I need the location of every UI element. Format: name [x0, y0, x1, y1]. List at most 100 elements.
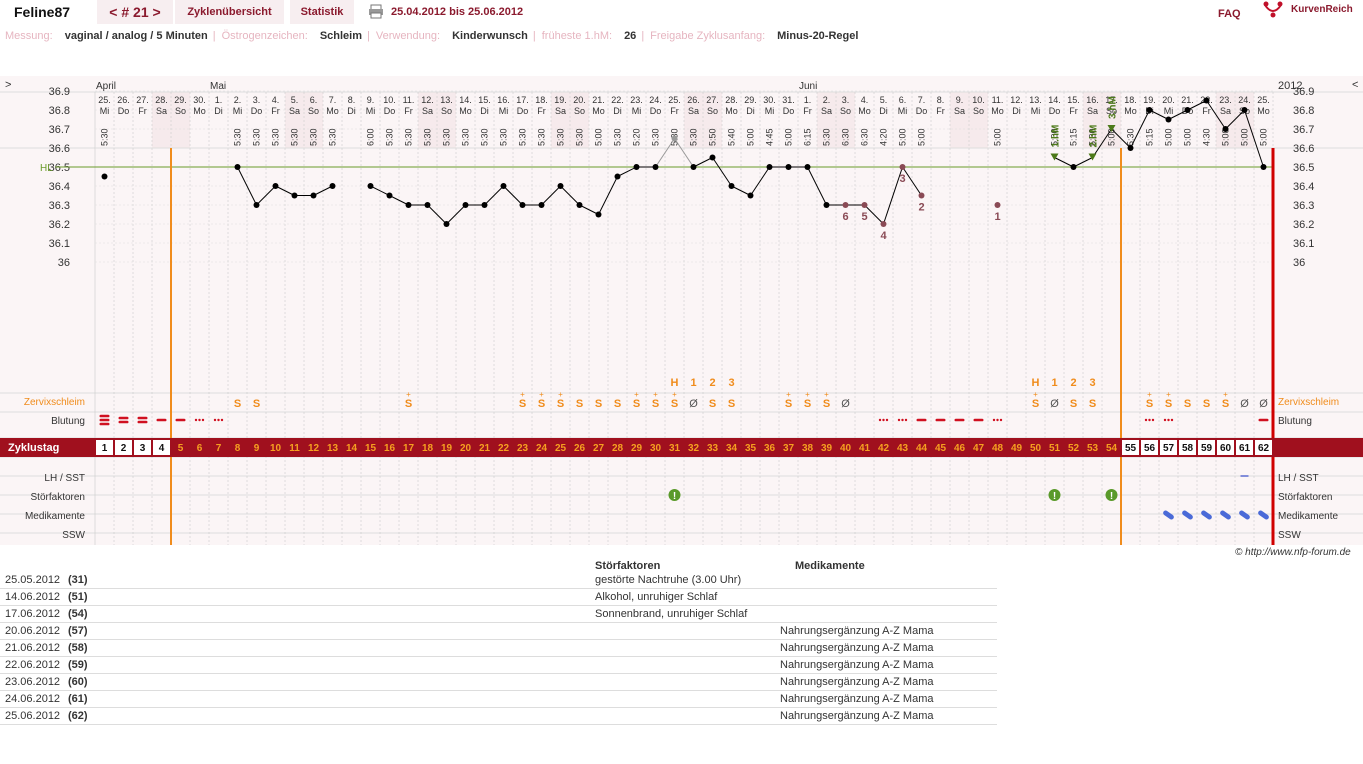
time-label: 5:00: [746, 128, 756, 146]
cervix-area-background: [0, 393, 1363, 438]
notes-date: 14.06.2012: [5, 591, 61, 603]
cycle-day-cell: [1027, 440, 1044, 455]
date-label: 29.: [744, 95, 757, 105]
bleeding-spot: [882, 418, 885, 422]
bleeding-spot: [1151, 418, 1155, 422]
weekend-shade: [437, 92, 456, 148]
cycle-day-cell: [647, 440, 664, 455]
cervix-plus: +: [1033, 390, 1038, 399]
print-icon[interactable]: [368, 4, 384, 19]
temperature-segment: [313, 185, 333, 196]
lower-rows-background: [0, 457, 1363, 545]
temperature-point: [272, 183, 279, 189]
cycle-day-cell: [419, 440, 436, 455]
pill-icon: [1239, 510, 1250, 520]
weekday-label: Sa: [954, 106, 965, 116]
cycle-day-number: 34: [726, 443, 738, 454]
notes-date: 25.06.2012: [5, 710, 61, 722]
bleeding-spot: [1163, 418, 1167, 422]
cycle-navigation[interactable]: < # 21 >: [97, 0, 173, 24]
hm-label: 2.hM: [1089, 125, 1100, 148]
time-label: 5:50: [708, 128, 718, 146]
bleeding-mark: [973, 418, 984, 422]
bleeding-mark: [118, 416, 129, 420]
time-label: 5:30: [290, 128, 300, 146]
temperature-area-background: [0, 148, 1363, 393]
cervix-symbol: S: [1070, 398, 1077, 410]
cycle-day-cell: [1141, 440, 1158, 455]
cycle-day-cell: [96, 440, 113, 455]
brand-logo-icon[interactable]: [1263, 1, 1283, 19]
weekday-label: So: [574, 106, 585, 116]
weekday-label: So: [175, 106, 186, 116]
temperature-point: [1260, 164, 1267, 170]
month-label: Juni: [799, 81, 817, 92]
temperature-point: [424, 202, 431, 208]
weekday-label: Di: [214, 106, 223, 116]
temperature-point: [633, 164, 640, 170]
temperature-point: [538, 202, 545, 208]
temperature-point: [804, 164, 811, 170]
cycle-day-number: 9: [254, 443, 260, 454]
cervix-symbol: S: [1146, 398, 1153, 410]
temperature-segment: [864, 204, 884, 225]
row-label-ssw-right: SSW: [1278, 530, 1301, 541]
weekend-shade: [969, 92, 988, 148]
cycle-day-number: 60: [1220, 443, 1232, 454]
date-label: 14.: [1048, 95, 1061, 105]
date-label: 10.: [972, 95, 985, 105]
cervix-symbol: S: [557, 398, 564, 410]
temperature-segment: [389, 195, 409, 206]
weekday-label: Sa: [688, 106, 699, 116]
weekday-label: Mi: [233, 106, 243, 116]
tab-statistics[interactable]: Statistik: [290, 0, 354, 24]
time-label: 5:30: [518, 128, 528, 146]
cervix-peak-label: H: [671, 377, 679, 389]
cycle-day-cell: [837, 440, 854, 455]
bleeding-spot: [999, 418, 1003, 422]
time-label: 5:30: [252, 128, 262, 146]
brand-name[interactable]: KurvenReich: [1291, 4, 1353, 15]
bleeding-spot: [897, 418, 901, 422]
y-tick-label-left: 36.5: [49, 162, 70, 174]
weekday-label: Mo: [991, 106, 1004, 116]
date-label: 8.: [348, 95, 356, 105]
cycle-day-cell: [362, 440, 379, 455]
row-label-bleeding: Blutung: [51, 416, 85, 427]
cycle-day-cell: [229, 440, 246, 455]
temperature-segment: [256, 185, 276, 206]
cervix-symbol: S: [1165, 398, 1172, 410]
weekday-label: Fr: [537, 106, 546, 116]
date-label: 20.: [1162, 95, 1175, 105]
notes-day: (31): [68, 574, 88, 586]
notes-date: 20.06.2012: [5, 625, 61, 637]
temperature-segment: [1187, 100, 1207, 111]
cycle-day-cell: [115, 440, 132, 455]
cycle-day-cell: [666, 440, 683, 455]
cycle-day-cell: [1236, 440, 1253, 455]
temperature-point-disturbed: [994, 202, 1001, 208]
y-tick-label-right: 36.5: [1293, 162, 1314, 174]
temperature-point: [386, 192, 393, 199]
weekend-shade: [950, 92, 969, 148]
cycle-day-number: 30: [650, 443, 662, 454]
cycle-day-cell: [761, 440, 778, 455]
notes-date: 24.06.2012: [5, 693, 61, 705]
temperature-point: [709, 154, 716, 161]
weekday-label: Sa: [1087, 106, 1098, 116]
row-label-lh-right: LH / SST: [1278, 473, 1319, 484]
y-tick-label-left: 36.1: [49, 238, 70, 250]
cycle-day-cell: [1217, 440, 1234, 455]
cervix-symbol: S: [1089, 398, 1096, 410]
time-label: 5:30: [385, 128, 395, 146]
tab-cycle-overview[interactable]: Zyklenübersicht: [175, 0, 284, 24]
info-key: Östrogenzeichen:: [221, 30, 308, 42]
y-tick-label-right: 36.1: [1293, 238, 1314, 250]
month-label: Mai: [210, 81, 226, 92]
cycle-day-cell: [438, 440, 455, 455]
bleeding-mark: [99, 414, 110, 418]
date-label: 17.: [516, 95, 529, 105]
temperature-segment: [1073, 157, 1093, 168]
cycle-day-number: 59: [1201, 443, 1213, 454]
faq-link[interactable]: FAQ: [1218, 8, 1241, 20]
